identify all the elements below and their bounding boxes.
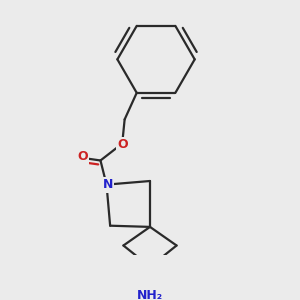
Text: O: O [77,150,88,163]
Text: N: N [103,178,113,191]
Text: NH₂: NH₂ [137,289,163,300]
Text: O: O [117,138,128,151]
